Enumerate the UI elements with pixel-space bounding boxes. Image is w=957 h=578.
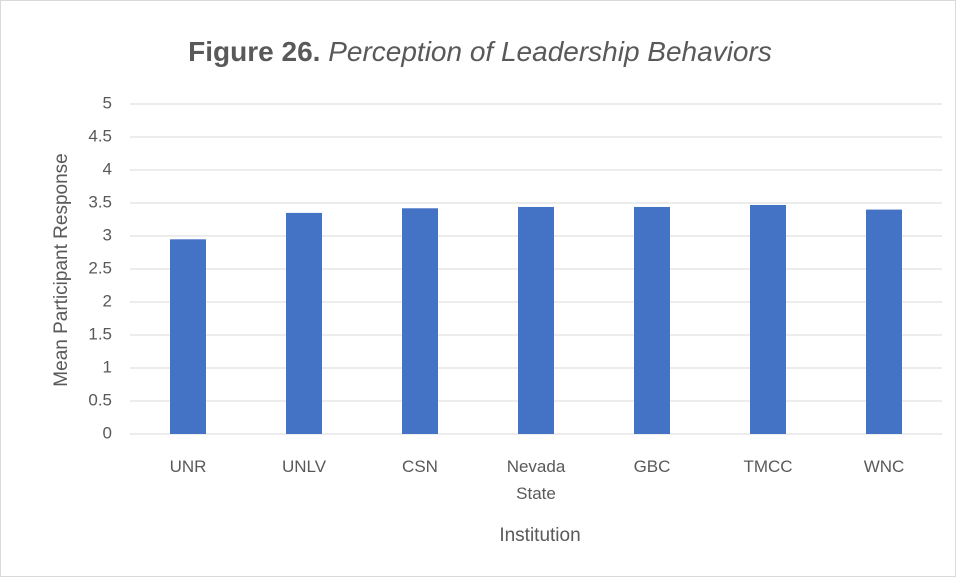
x-tick-label: WNC xyxy=(863,457,905,476)
bar xyxy=(634,206,670,434)
y-tick-label: 4.5 xyxy=(88,126,112,145)
y-tick-label: 5 xyxy=(103,93,112,112)
y-tick-label: 3.5 xyxy=(88,192,112,211)
y-tick-label: 0.5 xyxy=(88,390,112,409)
y-axis-title: Mean Participant Response xyxy=(51,153,72,386)
y-tick-label: 1.5 xyxy=(88,324,112,343)
bar xyxy=(402,208,438,434)
title-number: Figure 26. xyxy=(188,36,320,67)
y-tick-label: 1 xyxy=(103,357,112,376)
title-text: Perception of Leadership Behaviors xyxy=(328,36,772,67)
bar xyxy=(518,206,554,434)
x-tick-label: Nevada State xyxy=(506,457,566,503)
x-tick-label: UNLV xyxy=(281,457,327,476)
y-tick-label: 2 xyxy=(103,291,112,310)
y-tick-label: 3 xyxy=(103,225,112,244)
x-tick-label: CSN xyxy=(402,457,438,476)
bar xyxy=(170,239,206,434)
x-tick-label: UNR xyxy=(169,457,207,476)
bar xyxy=(750,204,786,434)
y-tick-label: 0 xyxy=(103,423,112,442)
x-axis-title: Institution xyxy=(499,525,580,546)
x-tick-label: GBC xyxy=(633,457,671,476)
y-tick-label: 4 xyxy=(103,159,112,178)
bar xyxy=(866,209,902,434)
x-tick-label: TMCC xyxy=(743,457,793,476)
bar xyxy=(286,212,322,434)
y-tick-label: 2.5 xyxy=(88,258,112,277)
chart-title: Figure 26. Perception of Leadership Beha… xyxy=(188,36,772,67)
